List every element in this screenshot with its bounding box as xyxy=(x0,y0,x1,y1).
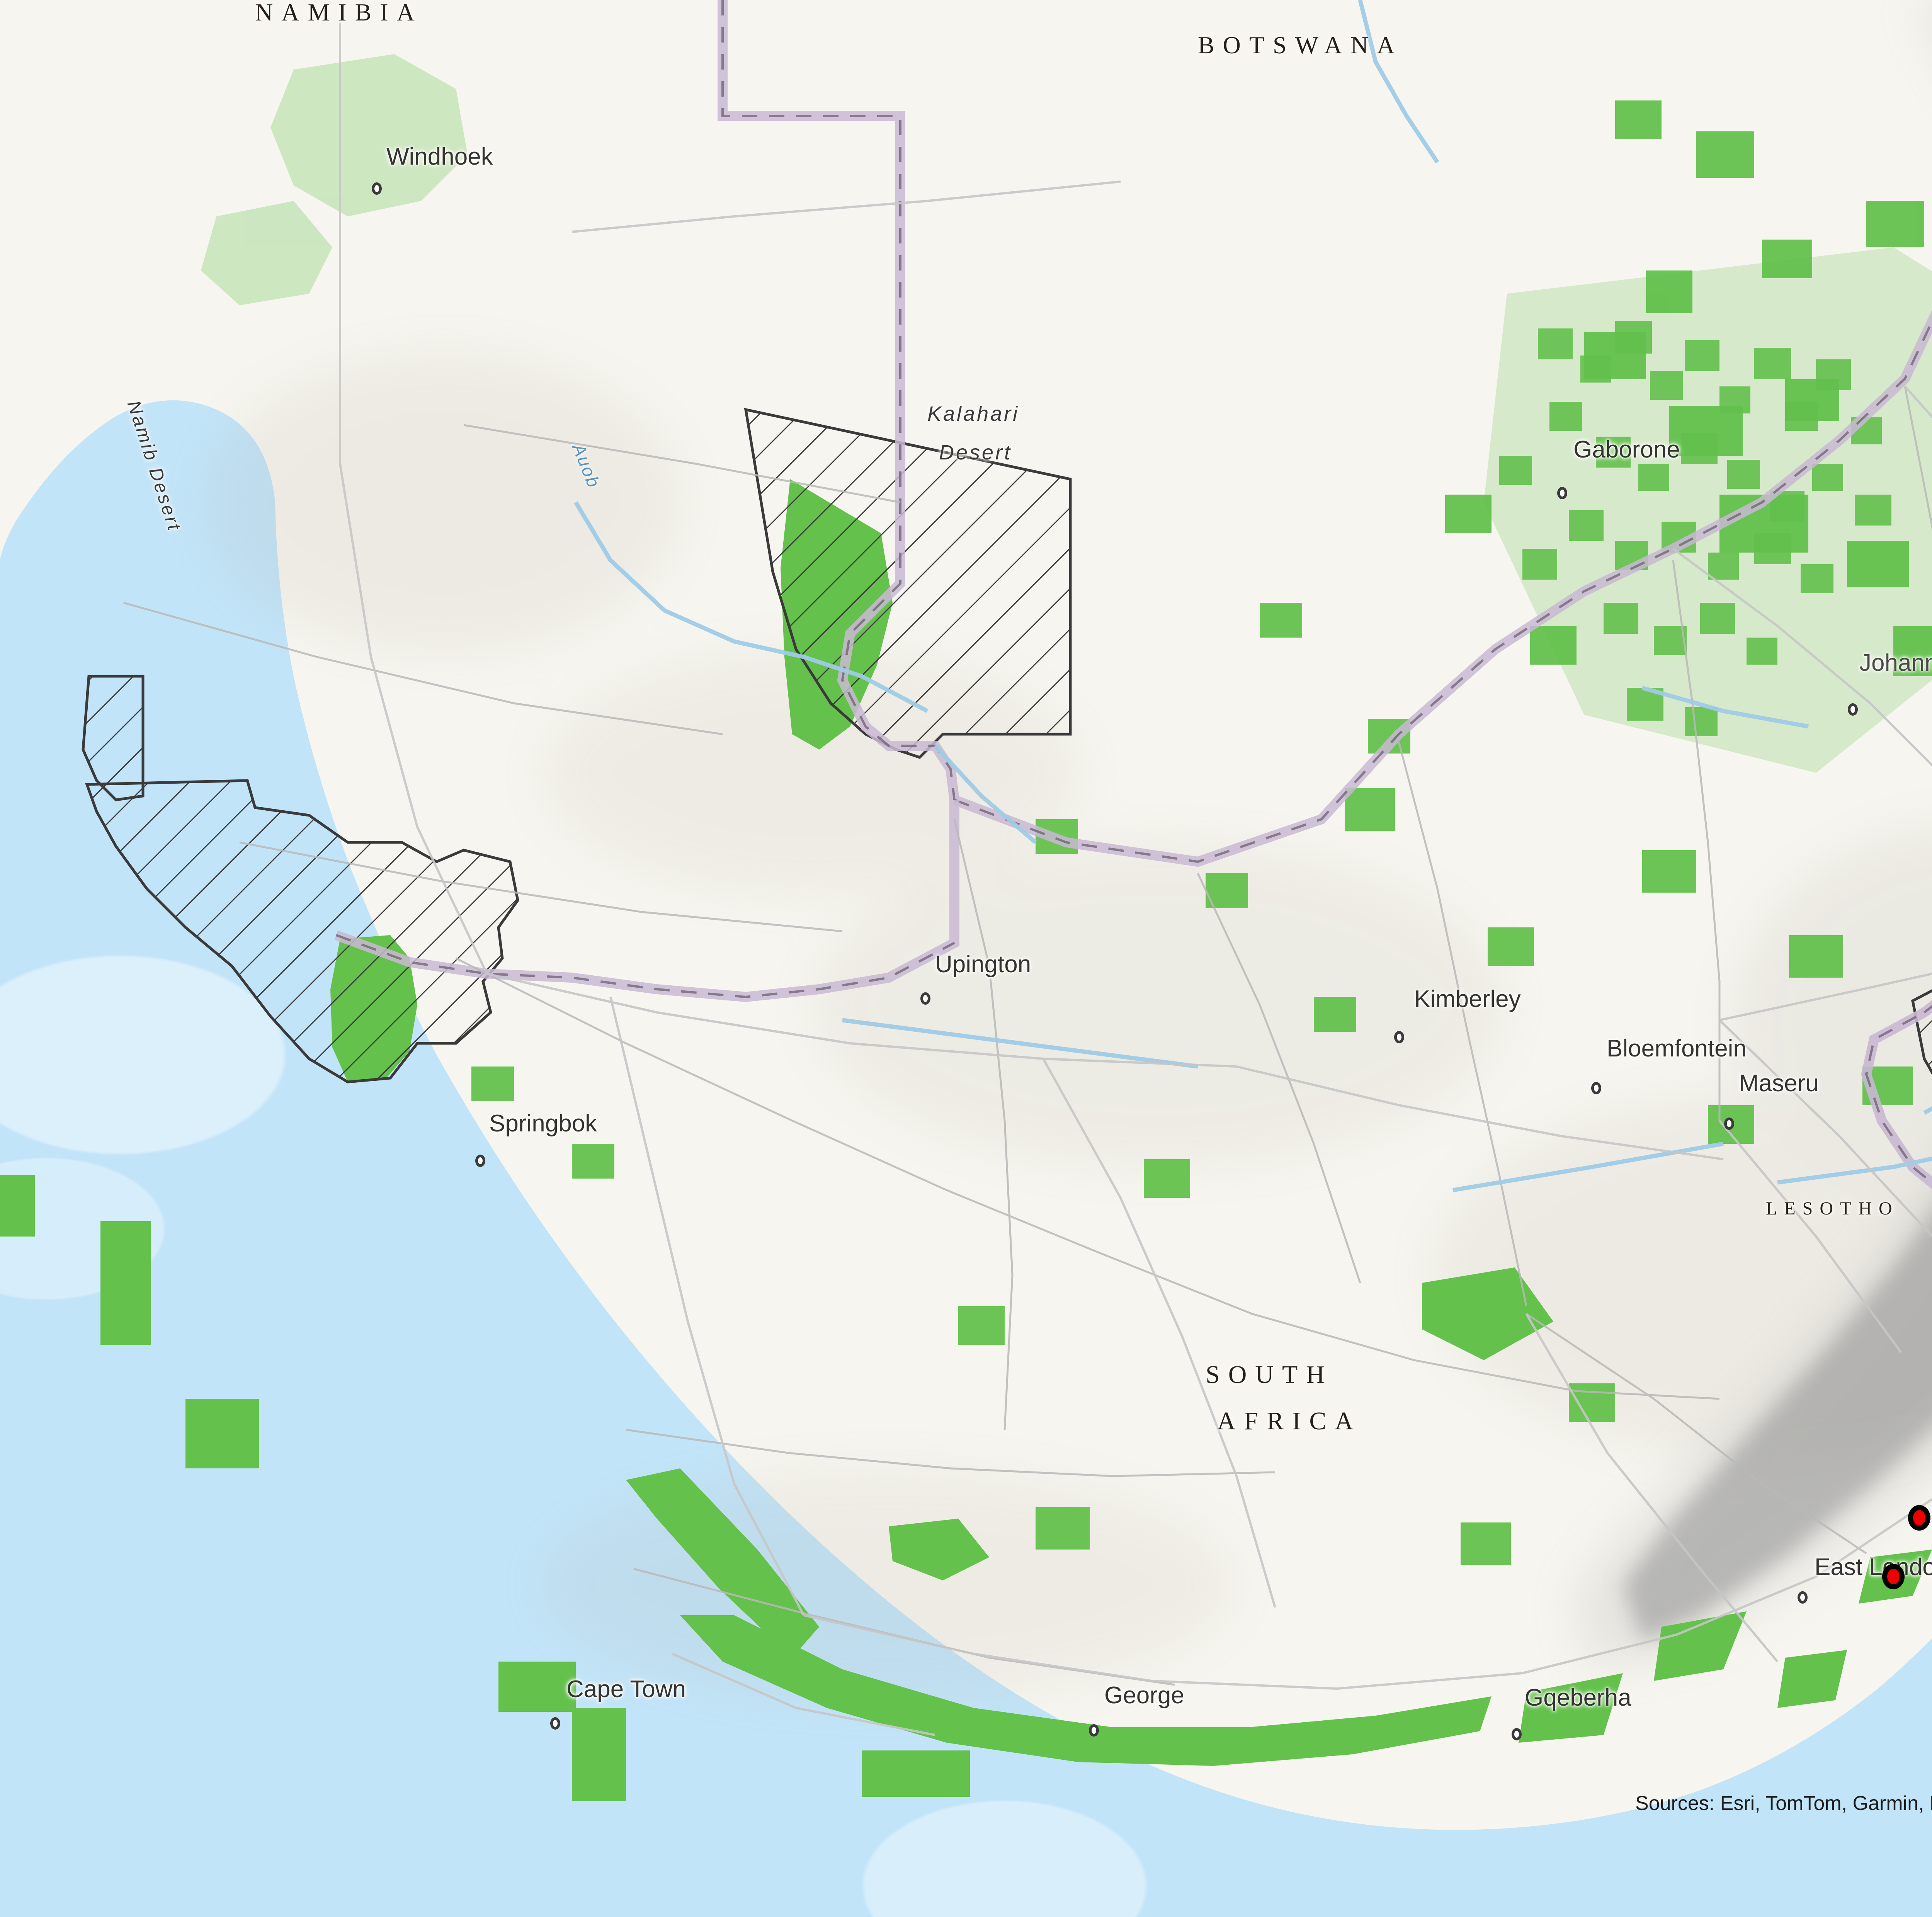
physical-label-kalahari-line2: Desert xyxy=(939,441,1012,464)
city-marker-cape-town xyxy=(550,1717,560,1730)
city-label-johannesburg: Johannesburg xyxy=(1859,649,1932,677)
city-marker-bloemfontein xyxy=(1591,1082,1601,1094)
city-label-upington: Upington xyxy=(935,951,1031,978)
city-marker-george xyxy=(1089,1724,1099,1737)
city-marker-johannesburg xyxy=(1848,703,1858,716)
country-label-botswana: BOTSWANA xyxy=(1198,31,1403,60)
city-marker-east-london xyxy=(1798,1591,1808,1604)
city-label-gqeberha: Gqeberha xyxy=(1525,1684,1631,1711)
city-label-bloemfontein: Bloemfontein xyxy=(1607,1035,1747,1062)
city-label-springbok: Springbok xyxy=(489,1110,597,1137)
attribution-block: Sources: Esri, TomTom, Garmin, FAO, NOAA… xyxy=(1277,1789,1932,1847)
observation-point-2013-2024[interactable] xyxy=(1882,1563,1905,1589)
global-range-layer xyxy=(1573,0,1932,1673)
physical-label-kalahari-line1: Kalahari xyxy=(927,402,1019,426)
city-label-gaborone: Gaborone xyxy=(1573,436,1680,463)
city-label-maseru: Maseru xyxy=(1739,1070,1819,1097)
city-label-kimberley: Kimberley xyxy=(1414,985,1521,1013)
city-marker-upington xyxy=(920,992,930,1005)
country-label-south-africa-line1: SOUTH xyxy=(1206,1360,1333,1390)
protected-areas-layer xyxy=(0,54,1932,1801)
city-marker-windhoek xyxy=(372,182,382,195)
city-marker-springbok xyxy=(475,1155,485,1167)
roads-layer xyxy=(339,23,1932,1736)
city-marker-maseru xyxy=(1724,1118,1734,1130)
country-label-namibia: NAMIBIA xyxy=(255,0,423,27)
city-label-east-london: East London xyxy=(1815,1553,1932,1581)
city-label-cape-town: Cape Town xyxy=(566,1675,686,1703)
attribution-line-1: Sources: Esri, TomTom, Garmin, FAO, NOAA… xyxy=(1277,1789,1932,1818)
city-label-windhoek: Windhoek xyxy=(386,143,493,170)
country-label-lesotho: LESOTHO xyxy=(1766,1198,1899,1219)
city-marker-kimberley xyxy=(1394,1031,1404,1043)
city-marker-gaborone xyxy=(1557,487,1567,499)
observation-point-2013-2024[interactable] xyxy=(1908,1505,1930,1531)
country-label-south-africa-line2: AFRICA xyxy=(1217,1407,1362,1436)
city-label-george: George xyxy=(1104,1682,1184,1709)
attribution-line-2: Esri, USGS xyxy=(1277,1818,1932,1847)
rivers-layer xyxy=(574,0,1932,1192)
city-marker-gqeberha xyxy=(1512,1728,1522,1740)
